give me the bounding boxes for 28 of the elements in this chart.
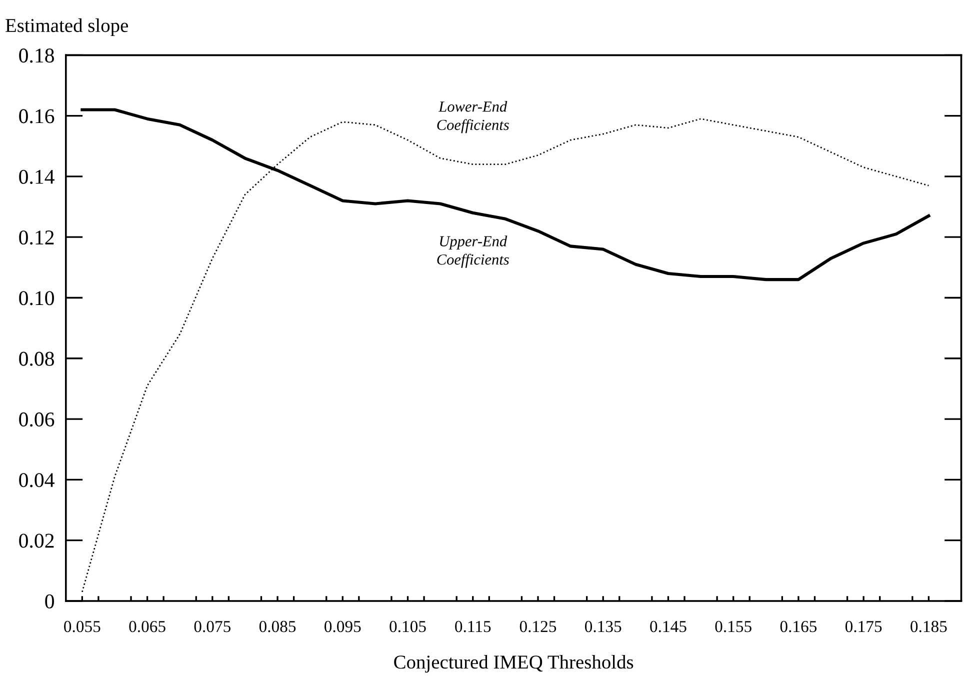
y-tick-label: 0.10 bbox=[19, 291, 54, 306]
y-tick-label: 0.08 bbox=[19, 352, 54, 366]
y-axis-title: Estimated slope bbox=[6, 18, 128, 36]
y-tick-label: 0 bbox=[45, 594, 54, 608]
y-tick-label: 0.18 bbox=[19, 48, 54, 63]
series-label: Lower-End Coefficients bbox=[437, 101, 509, 134]
x-tick-label: 0.075 bbox=[194, 620, 231, 632]
y-tick-label: 0.04 bbox=[19, 473, 54, 488]
y-tick-label: 0.16 bbox=[19, 109, 54, 124]
series-label: Upper-End Coefficients bbox=[437, 236, 509, 268]
x-tick-label: 0.125 bbox=[520, 620, 556, 632]
x-tick-label: 0.105 bbox=[390, 620, 426, 632]
x-tick-label: 0.055 bbox=[64, 620, 100, 632]
y-tick-label: 0.02 bbox=[19, 534, 54, 548]
x-tick-label: 0.115 bbox=[455, 620, 491, 632]
x-tick-label: 0.145 bbox=[650, 620, 686, 632]
y-tick-label: 0.14 bbox=[19, 170, 54, 184]
x-tick-label: 0.065 bbox=[129, 620, 166, 632]
x-tick-label: 0.085 bbox=[259, 620, 296, 632]
x-tick-label: 0.155 bbox=[715, 620, 752, 632]
x-tick-label: 0.165 bbox=[780, 620, 817, 632]
x-tick-label: 0.135 bbox=[584, 620, 622, 632]
x-axis-title: Conjectured IMEQ Thresholds bbox=[394, 654, 634, 673]
x-tick-label: 0.175 bbox=[845, 620, 882, 632]
y-tick-label: 0.12 bbox=[19, 230, 54, 245]
y-tick-label: 0.06 bbox=[19, 412, 54, 427]
x-tick-label: 0.095 bbox=[324, 620, 361, 632]
x-tick-label: 0.185 bbox=[910, 620, 947, 632]
